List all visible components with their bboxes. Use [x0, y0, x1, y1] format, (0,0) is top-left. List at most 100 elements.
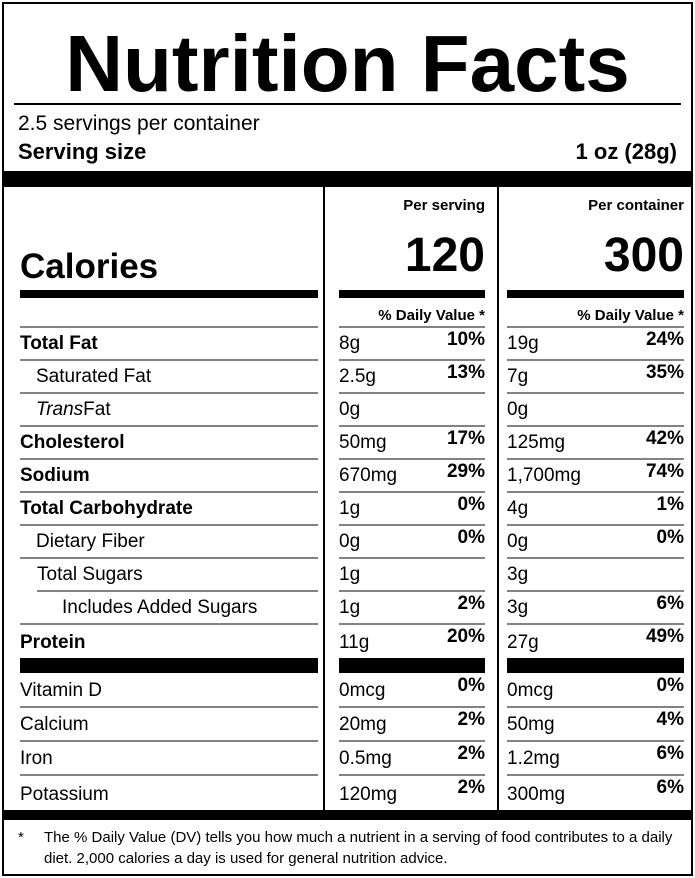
nutrient-table: Per serving Per container Calories 120 3…	[4, 187, 691, 810]
daily-value-header-row: % Daily Value * % Daily Value *	[4, 304, 691, 328]
dv-per-container: 6%	[656, 777, 684, 798]
serving-size-row: Serving size 1 oz (28g)	[4, 135, 691, 171]
thick-divider-top	[4, 171, 691, 187]
column-header-row: Per serving Per container	[4, 187, 691, 217]
table-row-total-carbohydrate: Total Carbohydrate 1g 0% 4g 1%	[4, 493, 691, 526]
dv-per-serving: 2%	[457, 777, 485, 798]
dv-per-serving: 17%	[446, 428, 485, 449]
protein-divider-bar	[20, 658, 318, 673]
amount-per-serving: 0mcg	[339, 680, 386, 701]
calories-divider-bar	[20, 290, 318, 298]
dv-per-serving: 0%	[457, 494, 485, 515]
table-row-iron: Iron 0.5mg 2% 1.2mg 6%	[4, 742, 691, 776]
amount-per-serving: 11g	[339, 632, 370, 653]
table-row-potassium: Potassium 120mg 2% 300mg 6%	[4, 776, 691, 810]
calories-divider-row	[4, 290, 691, 304]
amount-per-container: 125mg	[507, 432, 566, 453]
dv-per-container: 6%	[656, 593, 684, 614]
calories-label: Calories	[20, 247, 159, 286]
nutrient-name: Total Carbohydrate	[20, 493, 318, 526]
page-title: Nutrition Facts	[65, 18, 630, 108]
amount-per-serving: 20mg	[339, 714, 387, 735]
calories-per-container: 300	[603, 229, 684, 282]
table-row-sodium: Sodium 670mg 29% 1,700mg 74%	[4, 460, 691, 493]
nutrient-name-rest: Fat	[83, 399, 111, 420]
footnote-text: The % Daily Value (DV) tells you how muc…	[44, 829, 673, 867]
table-row-total-sugars: Total Sugars 1g 3g	[4, 559, 691, 592]
nutrient-name: Trans Fat	[20, 394, 318, 427]
amount-per-container: 0g	[507, 531, 529, 552]
amount-per-container: 27g	[507, 632, 539, 653]
protein-divider-row	[4, 658, 691, 674]
calories-row: Calories 120 300	[4, 217, 691, 290]
nutrient-name: Saturated Fat	[20, 361, 318, 394]
serving-size-label: Serving size	[18, 139, 147, 164]
per-container-header: Per container	[588, 197, 684, 214]
dv-per-container: 0%	[656, 527, 684, 548]
footnote-asterisk: *	[18, 829, 24, 846]
serving-size-value: 1 oz (28g)	[575, 139, 677, 164]
amount-per-serving: 50mg	[339, 432, 387, 453]
amount-per-container: 3g	[507, 564, 529, 585]
table-row-protein: Protein 11g 20% 27g 49%	[4, 625, 691, 658]
protein-divider-bar	[339, 658, 485, 673]
nutrient-name: Includes Added Sugars	[20, 592, 318, 625]
dv-per-serving: 29%	[446, 461, 485, 482]
daily-value-header-container: % Daily Value *	[507, 304, 684, 328]
dv-per-container: 49%	[645, 626, 684, 647]
dv-per-serving: 0%	[457, 527, 485, 548]
amount-per-serving: 2.5g	[339, 366, 376, 387]
amount-per-container: 4g	[507, 498, 529, 519]
footnote: * The % Daily Value (DV) tells you how m…	[4, 820, 691, 874]
calories-per-serving: 120	[404, 229, 485, 282]
nutrient-name: Calcium	[20, 708, 318, 742]
amount-per-serving: 670mg	[339, 465, 398, 486]
dv-per-serving: 2%	[457, 709, 485, 730]
amount-per-serving: 1g	[339, 597, 361, 618]
calories-divider-bar	[507, 290, 684, 298]
nutrient-name: Vitamin D	[20, 674, 318, 708]
dv-per-container: 6%	[656, 743, 684, 764]
table-row-calcium: Calcium 20mg 2% 50mg 4%	[4, 708, 691, 742]
nutrient-name: Cholesterol	[20, 427, 318, 460]
amount-per-container: 1,700mg	[507, 465, 581, 486]
nutrient-name-italic: Trans	[36, 399, 84, 420]
dv-per-serving: 20%	[446, 626, 485, 647]
amount-per-serving: 0.5mg	[339, 748, 392, 769]
protein-divider-bar	[507, 658, 684, 673]
amount-per-container: 7g	[507, 366, 529, 387]
table-row-total-fat: Total Fat 8g 10% 19g 24%	[4, 328, 691, 361]
daily-value-header-serving: % Daily Value *	[339, 304, 485, 328]
nutrient-name: Total Fat	[20, 328, 318, 361]
amount-per-container: 1.2mg	[507, 748, 560, 769]
amount-per-container: 3g	[507, 597, 529, 618]
servings-per-container: 2.5 servings per container	[18, 112, 260, 135]
column-separator-1	[323, 187, 325, 810]
table-row-trans-fat: Trans Fat 0g 0g	[4, 394, 691, 427]
column-separator-2	[497, 187, 499, 810]
dv-per-container: 24%	[645, 329, 684, 350]
amount-per-serving: 0g	[339, 531, 361, 552]
dv-per-container: 42%	[645, 428, 684, 449]
nutrient-name: Protein	[20, 632, 86, 653]
nutrient-name: Dietary Fiber	[20, 526, 318, 559]
amount-per-serving: 8g	[339, 333, 361, 354]
nutrient-name: Total Sugars	[37, 559, 318, 592]
dv-per-container: 0%	[656, 675, 684, 696]
dv-per-container: 1%	[656, 494, 684, 515]
dv-per-serving: 2%	[457, 593, 485, 614]
table-row-saturated-fat: Saturated Fat 2.5g 13% 7g 35%	[4, 361, 691, 394]
calories-divider-bar	[339, 290, 485, 298]
amount-per-container: 19g	[507, 333, 539, 354]
per-serving-header: Per serving	[403, 197, 485, 214]
dv-per-container: 74%	[645, 461, 684, 482]
nutrient-name: Iron	[20, 742, 318, 776]
nutrient-name: Sodium	[20, 460, 318, 493]
title-section: Nutrition Facts	[14, 4, 681, 105]
amount-per-serving: 1g	[339, 564, 361, 585]
dv-per-serving: 13%	[446, 362, 485, 383]
table-row-cholesterol: Cholesterol 50mg 17% 125mg 42%	[4, 427, 691, 460]
amount-per-serving: 120mg	[339, 784, 398, 805]
dv-per-serving: 10%	[446, 329, 485, 350]
